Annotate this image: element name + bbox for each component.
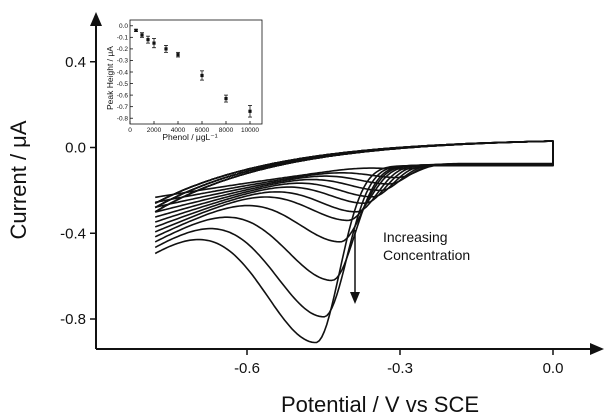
main-axes xyxy=(90,12,604,355)
inset-x-tick-label: 8000 xyxy=(219,127,234,134)
inset-y-tick-label: -0.1 xyxy=(117,35,129,42)
main-ticks: -0.6 -0.3 0.0 0.4 0.0 -0.4 -0.8 xyxy=(60,54,563,377)
inset-y-tick-label: 0.0 xyxy=(119,23,128,30)
inset-ticks: 0 2000 4000 6000 8000 10000 0.0 -0.1 -0.2 -0.3 -0.… xyxy=(117,23,260,134)
inset-x-tick-label: 2000 xyxy=(147,127,162,134)
annotation-line-2: Concentration xyxy=(383,247,470,263)
y-axis-arrow xyxy=(90,12,102,26)
main-curves xyxy=(154,140,554,344)
y-tick-label: 0.4 xyxy=(65,54,86,71)
y-tick-label: -0.4 xyxy=(60,225,86,242)
inset-data-point xyxy=(176,53,180,57)
inset-y-tick-label: -0.3 xyxy=(117,58,129,65)
inset-x-tick-label: 6000 xyxy=(195,127,210,134)
inset-axes xyxy=(129,19,263,125)
inset-data-point xyxy=(224,96,228,101)
inset-data-point xyxy=(248,109,252,113)
inset-y-tick-label: -0.8 xyxy=(117,116,129,123)
inset-data-point xyxy=(152,41,156,45)
y-tick-label: 0.0 xyxy=(65,140,86,157)
inset-y-axis-title: Peak Height / μA xyxy=(105,46,115,110)
x-tick-label: -0.3 xyxy=(387,360,413,377)
y-axis-title: Current / μA xyxy=(6,120,31,239)
inset-x-axis-title: Phenol / μgL⁻¹ xyxy=(162,132,217,142)
voltammogram-curve xyxy=(154,140,554,318)
inset-frame xyxy=(129,19,263,125)
inset-y-tick-label: -0.6 xyxy=(117,92,129,99)
inset-x-tick-label: 4000 xyxy=(171,127,186,134)
y-tick-label: -0.8 xyxy=(60,311,86,328)
inset-data-point xyxy=(134,28,138,32)
inset-data-point xyxy=(146,38,150,42)
down-arrow xyxy=(350,230,360,304)
inset-x-tick-label: 10000 xyxy=(241,127,259,134)
voltammogram-curve xyxy=(154,140,554,344)
inset-points xyxy=(134,28,252,118)
inset-data-point xyxy=(140,33,144,37)
inset-chart: 0 2000 4000 6000 8000 10000 0.0 -0.1 -0.2 -0.3 -0.… xyxy=(105,19,263,142)
inset-data-point xyxy=(200,73,204,78)
inset-y-tick-label: -0.4 xyxy=(117,69,129,76)
inset-y-tick-label: -0.5 xyxy=(117,81,129,88)
x-axis-title: Potential / V vs SCE xyxy=(281,392,479,417)
inset-x-tick-label: 0 xyxy=(128,127,132,134)
annotation-line-1: Increasing xyxy=(383,229,448,245)
inset-y-tick-label: -0.7 xyxy=(117,104,129,111)
inset-data-point xyxy=(164,47,168,51)
x-tick-label: -0.6 xyxy=(234,360,260,377)
x-tick-label: 0.0 xyxy=(543,360,564,377)
inset-y-tick-label: -0.2 xyxy=(117,46,129,53)
x-axis-arrow xyxy=(590,343,604,355)
